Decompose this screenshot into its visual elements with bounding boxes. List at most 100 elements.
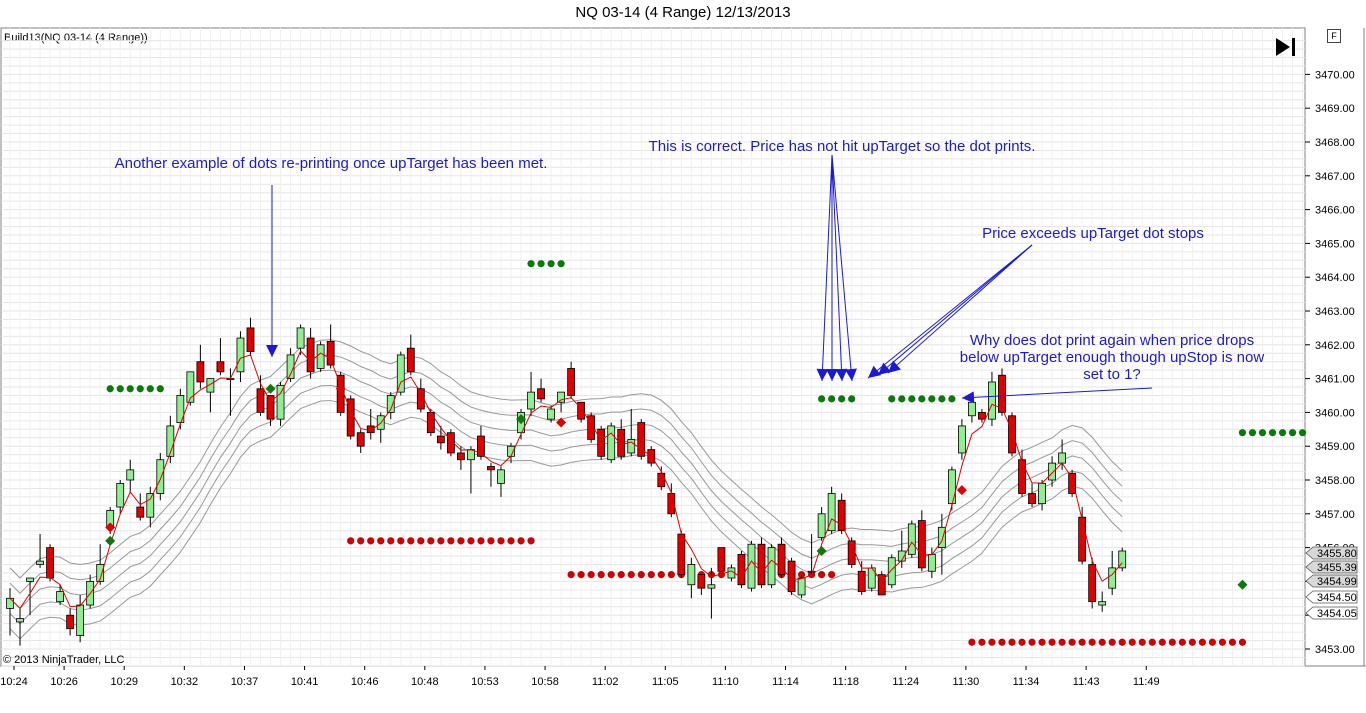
arrow-line — [877, 244, 1033, 376]
down-target-dot — [1038, 638, 1046, 646]
down-target-dot — [587, 571, 595, 579]
down-target-dot — [647, 571, 655, 579]
band-line — [9, 354, 1123, 594]
x-tick-label: 10:46 — [351, 676, 379, 688]
up-target-dot — [527, 260, 535, 268]
down-candle — [537, 388, 545, 400]
down-candle — [1068, 472, 1077, 494]
up-candle — [817, 513, 826, 538]
signal-diamond — [105, 535, 116, 546]
f-button[interactable]: F — [1327, 29, 1341, 43]
price-marker-label: 3455.39 — [1317, 562, 1357, 574]
price-marker — [1305, 574, 1358, 588]
down-candle — [1078, 516, 1087, 562]
down-target-dot — [1208, 638, 1216, 646]
up-target-dot — [146, 385, 154, 393]
moving-average-line — [9, 350, 1248, 610]
down-target-dot — [1138, 638, 1146, 646]
up-target-dot — [1288, 429, 1297, 437]
y-tick-label: 3453.00 — [1315, 644, 1355, 656]
down-target-dot — [527, 537, 535, 545]
up-candle — [1058, 452, 1066, 464]
y-tick-label: 3463.00 — [1315, 306, 1355, 318]
down-target-dot — [998, 638, 1006, 646]
up-candle — [206, 378, 215, 393]
down-target-dot — [637, 571, 645, 579]
arrow-head — [826, 369, 838, 381]
annotation-arrows — [266, 154, 1153, 404]
up-candle — [947, 469, 956, 505]
down-candle — [677, 533, 686, 576]
y-tick-label: 3460.00 — [1315, 407, 1355, 419]
x-tick-label: 10:32 — [171, 676, 199, 688]
up-candle — [497, 469, 505, 484]
up-candle — [56, 591, 64, 603]
up-target-dot — [918, 395, 926, 403]
up-candle — [1098, 601, 1107, 606]
y-tick-label: 3462.00 — [1315, 340, 1355, 352]
down-candle — [787, 560, 796, 592]
down-candle — [266, 395, 275, 420]
down-candle — [477, 435, 485, 457]
price-marker — [1305, 560, 1358, 574]
up-target-dot — [537, 260, 545, 268]
up-candle — [1118, 550, 1127, 569]
down-candle — [657, 472, 666, 488]
arrow-head — [835, 368, 848, 381]
x-tick-label: 11:14 — [772, 676, 799, 688]
up-candle — [36, 560, 44, 565]
down-target-dot — [1238, 638, 1247, 646]
x-tick-label: 11:18 — [832, 676, 859, 688]
up-target-dot — [1258, 429, 1267, 437]
copyright-text: © 2013 NinjaTrader, LLC — [3, 654, 125, 666]
y-tick-label: 3459.00 — [1315, 441, 1355, 453]
up-target-dot — [106, 385, 114, 393]
down-candle — [366, 425, 375, 434]
up-candle — [146, 493, 155, 518]
down-target-dot — [447, 537, 455, 545]
down-target-dot — [1018, 638, 1026, 646]
up-candle — [96, 564, 105, 582]
up-candle — [547, 408, 555, 420]
up-candle — [807, 570, 816, 573]
up-target-dot — [838, 395, 846, 403]
down-target-dot — [467, 537, 475, 545]
arrow-head — [962, 391, 975, 404]
down-candle — [978, 411, 986, 420]
down-target-dot — [517, 537, 525, 545]
down-candle — [246, 327, 255, 352]
down-candle — [1008, 415, 1016, 454]
down-candle — [857, 570, 866, 592]
down-candle — [637, 422, 646, 457]
up-candle — [827, 493, 836, 532]
up-target-dot — [938, 395, 946, 403]
down-candle — [737, 553, 746, 586]
down-candle — [587, 415, 596, 440]
down-target-dot — [1128, 638, 1136, 646]
down-target-dot — [1188, 638, 1196, 646]
price-marker-label: 3454.99 — [1317, 576, 1357, 588]
down-candle — [456, 452, 465, 461]
y-tick-label: 3457.00 — [1315, 509, 1355, 521]
up-candle — [296, 327, 305, 349]
up-candle — [76, 604, 85, 636]
up-candle — [958, 425, 966, 454]
up-target-dot — [1238, 429, 1247, 437]
arrow-head — [878, 362, 892, 375]
down-target-dot — [818, 571, 826, 579]
band-line — [9, 384, 1123, 625]
down-candle — [567, 368, 576, 396]
down-target-dot — [387, 537, 395, 545]
down-target-dot — [1098, 638, 1106, 646]
up-candle — [276, 384, 285, 420]
up-target-dot — [908, 395, 916, 403]
up-candle — [1038, 482, 1046, 505]
down-target-dot — [717, 571, 726, 579]
y-tick-label: 3461.00 — [1315, 374, 1355, 386]
down-candle — [877, 574, 886, 596]
signal-diamond — [516, 414, 527, 425]
up-target-dot — [928, 395, 936, 403]
down-target-dot — [417, 537, 425, 545]
scroll-to-end-button[interactable] — [1273, 35, 1297, 59]
